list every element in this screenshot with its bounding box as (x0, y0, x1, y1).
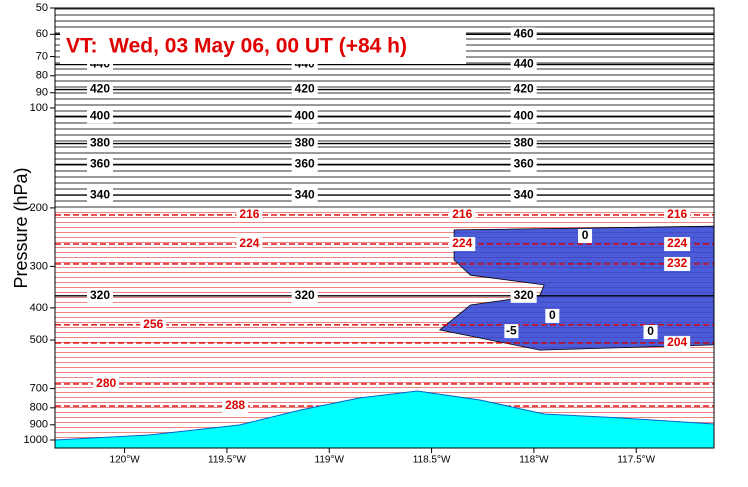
contour-label: 320 (514, 288, 534, 302)
y-tick-label: 100 (30, 102, 48, 114)
y-tick-label: 1000 (24, 434, 48, 446)
shading-label-bg (578, 228, 593, 243)
contour-label-bg (510, 109, 537, 124)
y-tick-label: 60 (36, 28, 48, 40)
contour-label-bg (664, 237, 691, 252)
chart-title: VT: Wed, 03 May 06, 00 UT (+84 h) (66, 35, 407, 58)
contour-label: 232 (667, 256, 687, 270)
contour-label-bg (510, 157, 537, 172)
contour-label: 340 (514, 187, 534, 201)
contour-label: 440 (514, 57, 534, 71)
y-tick-label: 900 (30, 419, 48, 431)
contour-label: 320 (90, 288, 110, 302)
contour-label-bg (449, 237, 476, 252)
y-tick-label: 70 (36, 50, 48, 62)
contour-label-bg (87, 82, 114, 97)
contour-label: 288 (225, 398, 245, 412)
contour-label: 420 (90, 82, 110, 96)
contour-label: 420 (295, 82, 315, 96)
contour-label: 340 (90, 187, 110, 201)
shading-label-bg (643, 325, 658, 340)
contour-label-bg (87, 288, 114, 303)
contour-label-bg (510, 288, 537, 303)
contour-label-bg (93, 376, 120, 391)
x-tick-label: 118.5°W (413, 455, 451, 466)
y-tick-label: 400 (30, 302, 48, 314)
contour-label: 216 (239, 207, 259, 221)
contour-label-bg (236, 207, 263, 222)
contour-label: 400 (514, 109, 534, 123)
contour-label: 224 (452, 236, 472, 250)
contour-label-bg (291, 288, 318, 303)
contour-label-bg (222, 399, 249, 414)
contour-label: 460 (514, 26, 534, 40)
contour-label-bg (664, 207, 691, 222)
y-tick-label: 500 (30, 334, 48, 346)
contour-label: 224 (667, 236, 687, 250)
shading-label-bg (504, 324, 519, 339)
contour-label-bg (291, 109, 318, 124)
contour-label-bg (664, 335, 691, 350)
contour-label: 380 (295, 136, 315, 150)
contour-label: 420 (514, 82, 534, 96)
contour-label: 360 (90, 157, 110, 171)
x-tick-label: 118°W (519, 455, 549, 466)
x-tick-label: 120°W (110, 455, 141, 466)
contour-label-bg (449, 207, 476, 222)
x-tick-label: 119°W (315, 455, 345, 466)
shading-label: -5 (506, 323, 517, 337)
shading-label-bg (545, 308, 560, 323)
contour-label: 216 (667, 207, 687, 221)
y-tick-label: 300 (30, 260, 48, 272)
y-tick-label: 80 (36, 70, 48, 82)
y-tick-label: 800 (30, 402, 48, 414)
contour-label: 380 (90, 136, 110, 150)
contour-label: 400 (295, 109, 315, 123)
contour-label: 224 (239, 236, 259, 250)
contour-label-bg (510, 188, 537, 203)
contour-label-bg (236, 237, 263, 252)
y-tick-label: 90 (36, 87, 48, 99)
y-tick-label: 50 (36, 2, 48, 14)
contour-label-bg (291, 188, 318, 203)
contour-label-bg (87, 188, 114, 203)
contour-label-bg (510, 82, 537, 97)
contour-label: 340 (295, 187, 315, 201)
title-box (60, 30, 466, 64)
contour-label-bg (664, 256, 691, 271)
contour-label: 380 (514, 136, 534, 150)
contour-label-bg (87, 136, 114, 151)
contour-label-bg (510, 57, 537, 72)
shading-label: 0 (647, 324, 654, 338)
contour-label: 400 (90, 109, 110, 123)
shading-label: 0 (549, 308, 556, 322)
contour-label: 216 (452, 207, 472, 221)
contour-label: 360 (295, 157, 315, 171)
contour-label-bg (140, 317, 167, 332)
contour-label: 204 (667, 335, 687, 349)
y-tick-label: 200 (30, 202, 48, 214)
shading-label: 0 (582, 228, 589, 242)
contour-label-bg (510, 136, 537, 151)
y-tick-label: 700 (30, 382, 48, 394)
contour-label: 280 (96, 376, 116, 390)
x-tick-label: 119.5°W (208, 455, 246, 466)
contour-label: 256 (143, 317, 163, 331)
contour-label-bg (291, 136, 318, 151)
contour-label-bg (87, 157, 114, 172)
plot-frame (54, 7, 715, 449)
contour-label-bg (87, 109, 114, 124)
contour-label-bg (291, 82, 318, 97)
contour-label: 360 (514, 157, 534, 171)
contour-label-bg (291, 157, 318, 172)
x-tick-label: 117.5°W (617, 455, 655, 466)
contour-label-bg (510, 27, 537, 42)
contour-label: 320 (295, 288, 315, 302)
y-axis-label: Pressure (hPa) (11, 167, 31, 288)
